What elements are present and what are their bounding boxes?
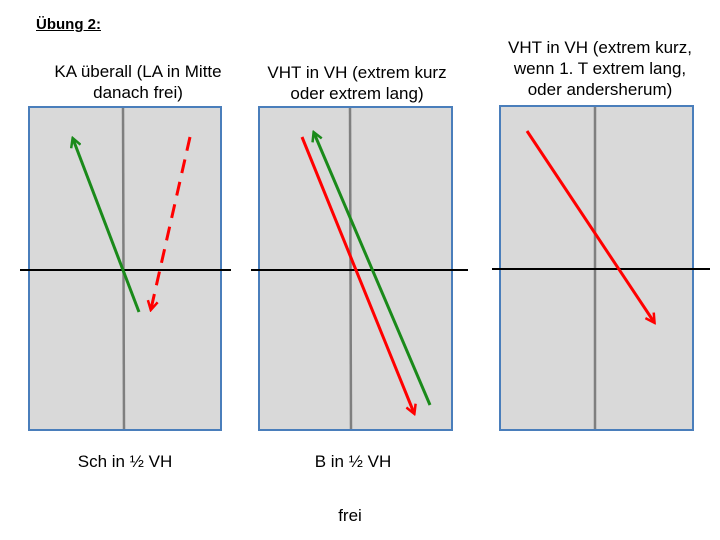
panel-1-caption: KA überall (LA in Mitte danach frei) — [54, 62, 222, 102]
panel-2-caption: VHT in VH (extrem kurz oder extrem lang) — [267, 63, 447, 103]
red-arrow — [525, 130, 654, 322]
panel-2-bottom-label: B in ½ VH — [314, 452, 392, 471]
panel-3-court — [492, 105, 710, 431]
green-arrow — [314, 133, 432, 406]
red-arrow — [300, 136, 414, 413]
panel-2-court — [251, 106, 468, 431]
panel-1-court — [20, 106, 231, 431]
exercise-heading: Übung 2: — [36, 16, 101, 33]
panel-3-caption: VHT in VH (extrem kurz, wenn 1. T extrem… — [508, 38, 692, 99]
red-dashed-arrow — [151, 136, 192, 309]
footer-label: frei — [338, 506, 362, 525]
panel-1-bottom-label: Sch in ½ VH — [77, 452, 173, 471]
center-line — [348, 107, 353, 430]
green-arrow — [73, 139, 141, 313]
